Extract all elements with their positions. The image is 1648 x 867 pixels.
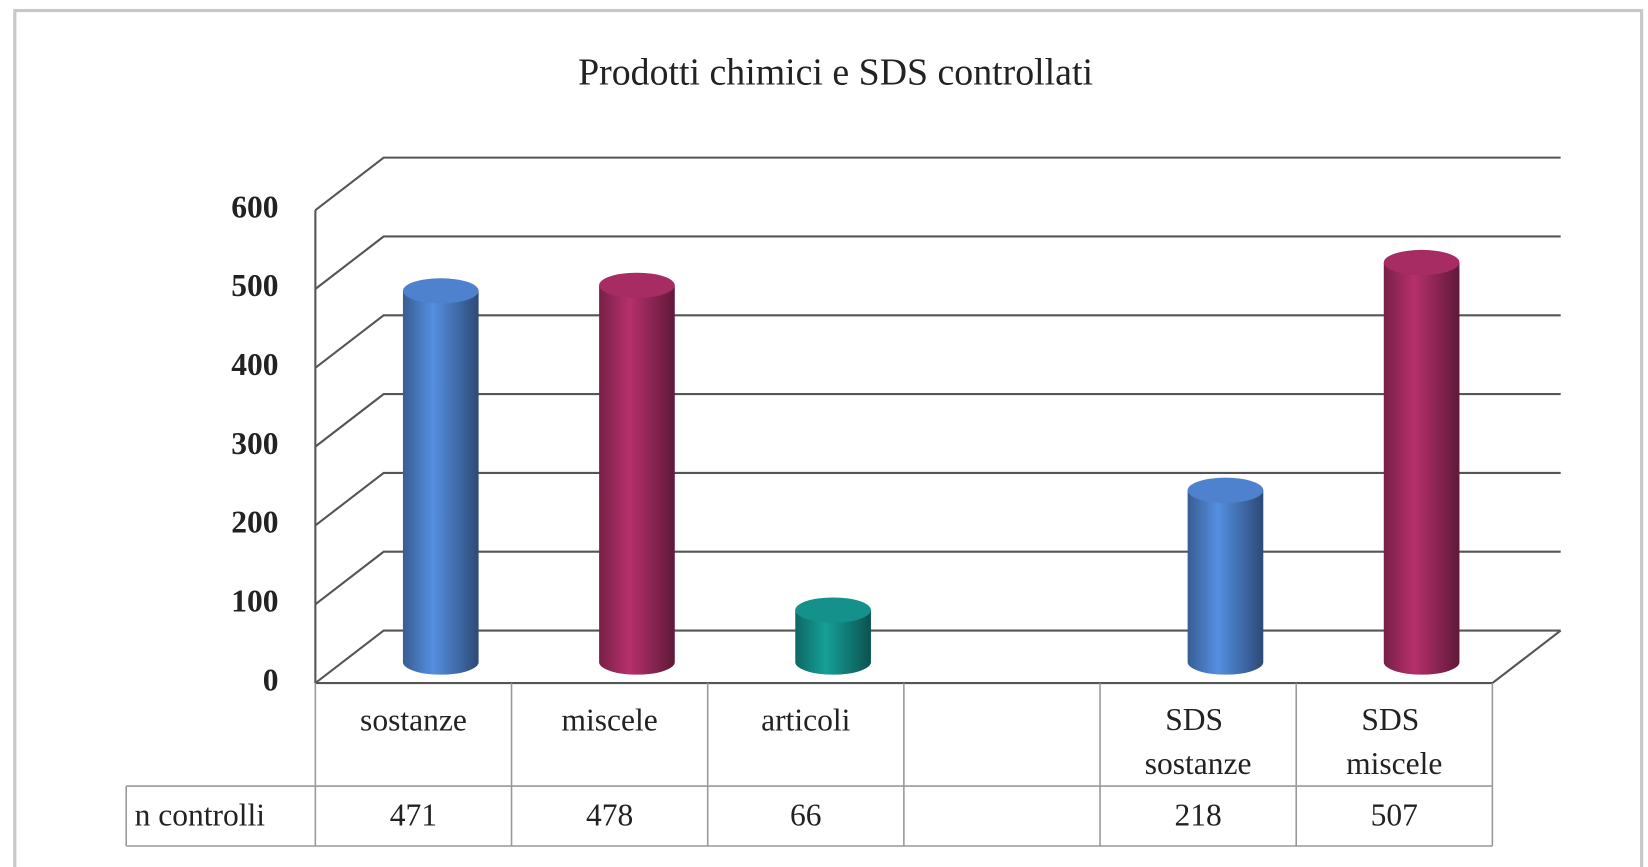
bar-top [402,278,479,304]
grid-line [314,314,1561,369]
y-tick-label: 200 [231,505,278,540]
grid-line [314,629,1561,684]
bar-body [1187,490,1264,675]
grid-line [314,156,1561,212]
y-tick-label: 300 [231,426,278,461]
bar [1383,249,1460,675]
bar-body [795,610,871,675]
bar [795,597,871,675]
y-tick-label: 600 [231,189,278,224]
bar-top [795,597,871,623]
data-table-value: 66 [790,797,822,832]
x-tick-label: SDS miscele [1346,702,1442,781]
bar-top [1187,477,1264,503]
y-tick-label: 100 [231,584,278,619]
bar [599,272,675,675]
bar-body [599,285,675,675]
chart-frame [13,8,1644,867]
data-table-value: 507 [1371,797,1418,832]
bar-top [599,272,675,298]
y-tick-label: 400 [231,347,278,382]
chart-title: Prodotti chimici e SDS controllati [578,51,1093,93]
data-table-value: 218 [1174,797,1221,832]
bar-top [1383,249,1460,276]
y-tick-label: 0 [263,662,279,697]
bar [402,278,479,675]
bar-body [402,290,479,675]
x-tick-label: sostanze [360,702,467,737]
grid-line [314,235,1561,290]
grid-line [314,550,1561,606]
y-tick-label: 500 [231,268,278,303]
grid-line [314,393,1561,448]
legend-label: n controlli [135,797,266,832]
x-tick-label: miscele [561,702,657,737]
bar-body [1383,262,1460,675]
data-table-value: 478 [586,797,633,832]
bar [1187,477,1264,675]
data-table-value: 471 [390,797,437,832]
grid-line [314,471,1561,527]
x-tick-label: articoli [761,702,850,737]
x-tick-label: SDS sostanze [1145,702,1252,781]
